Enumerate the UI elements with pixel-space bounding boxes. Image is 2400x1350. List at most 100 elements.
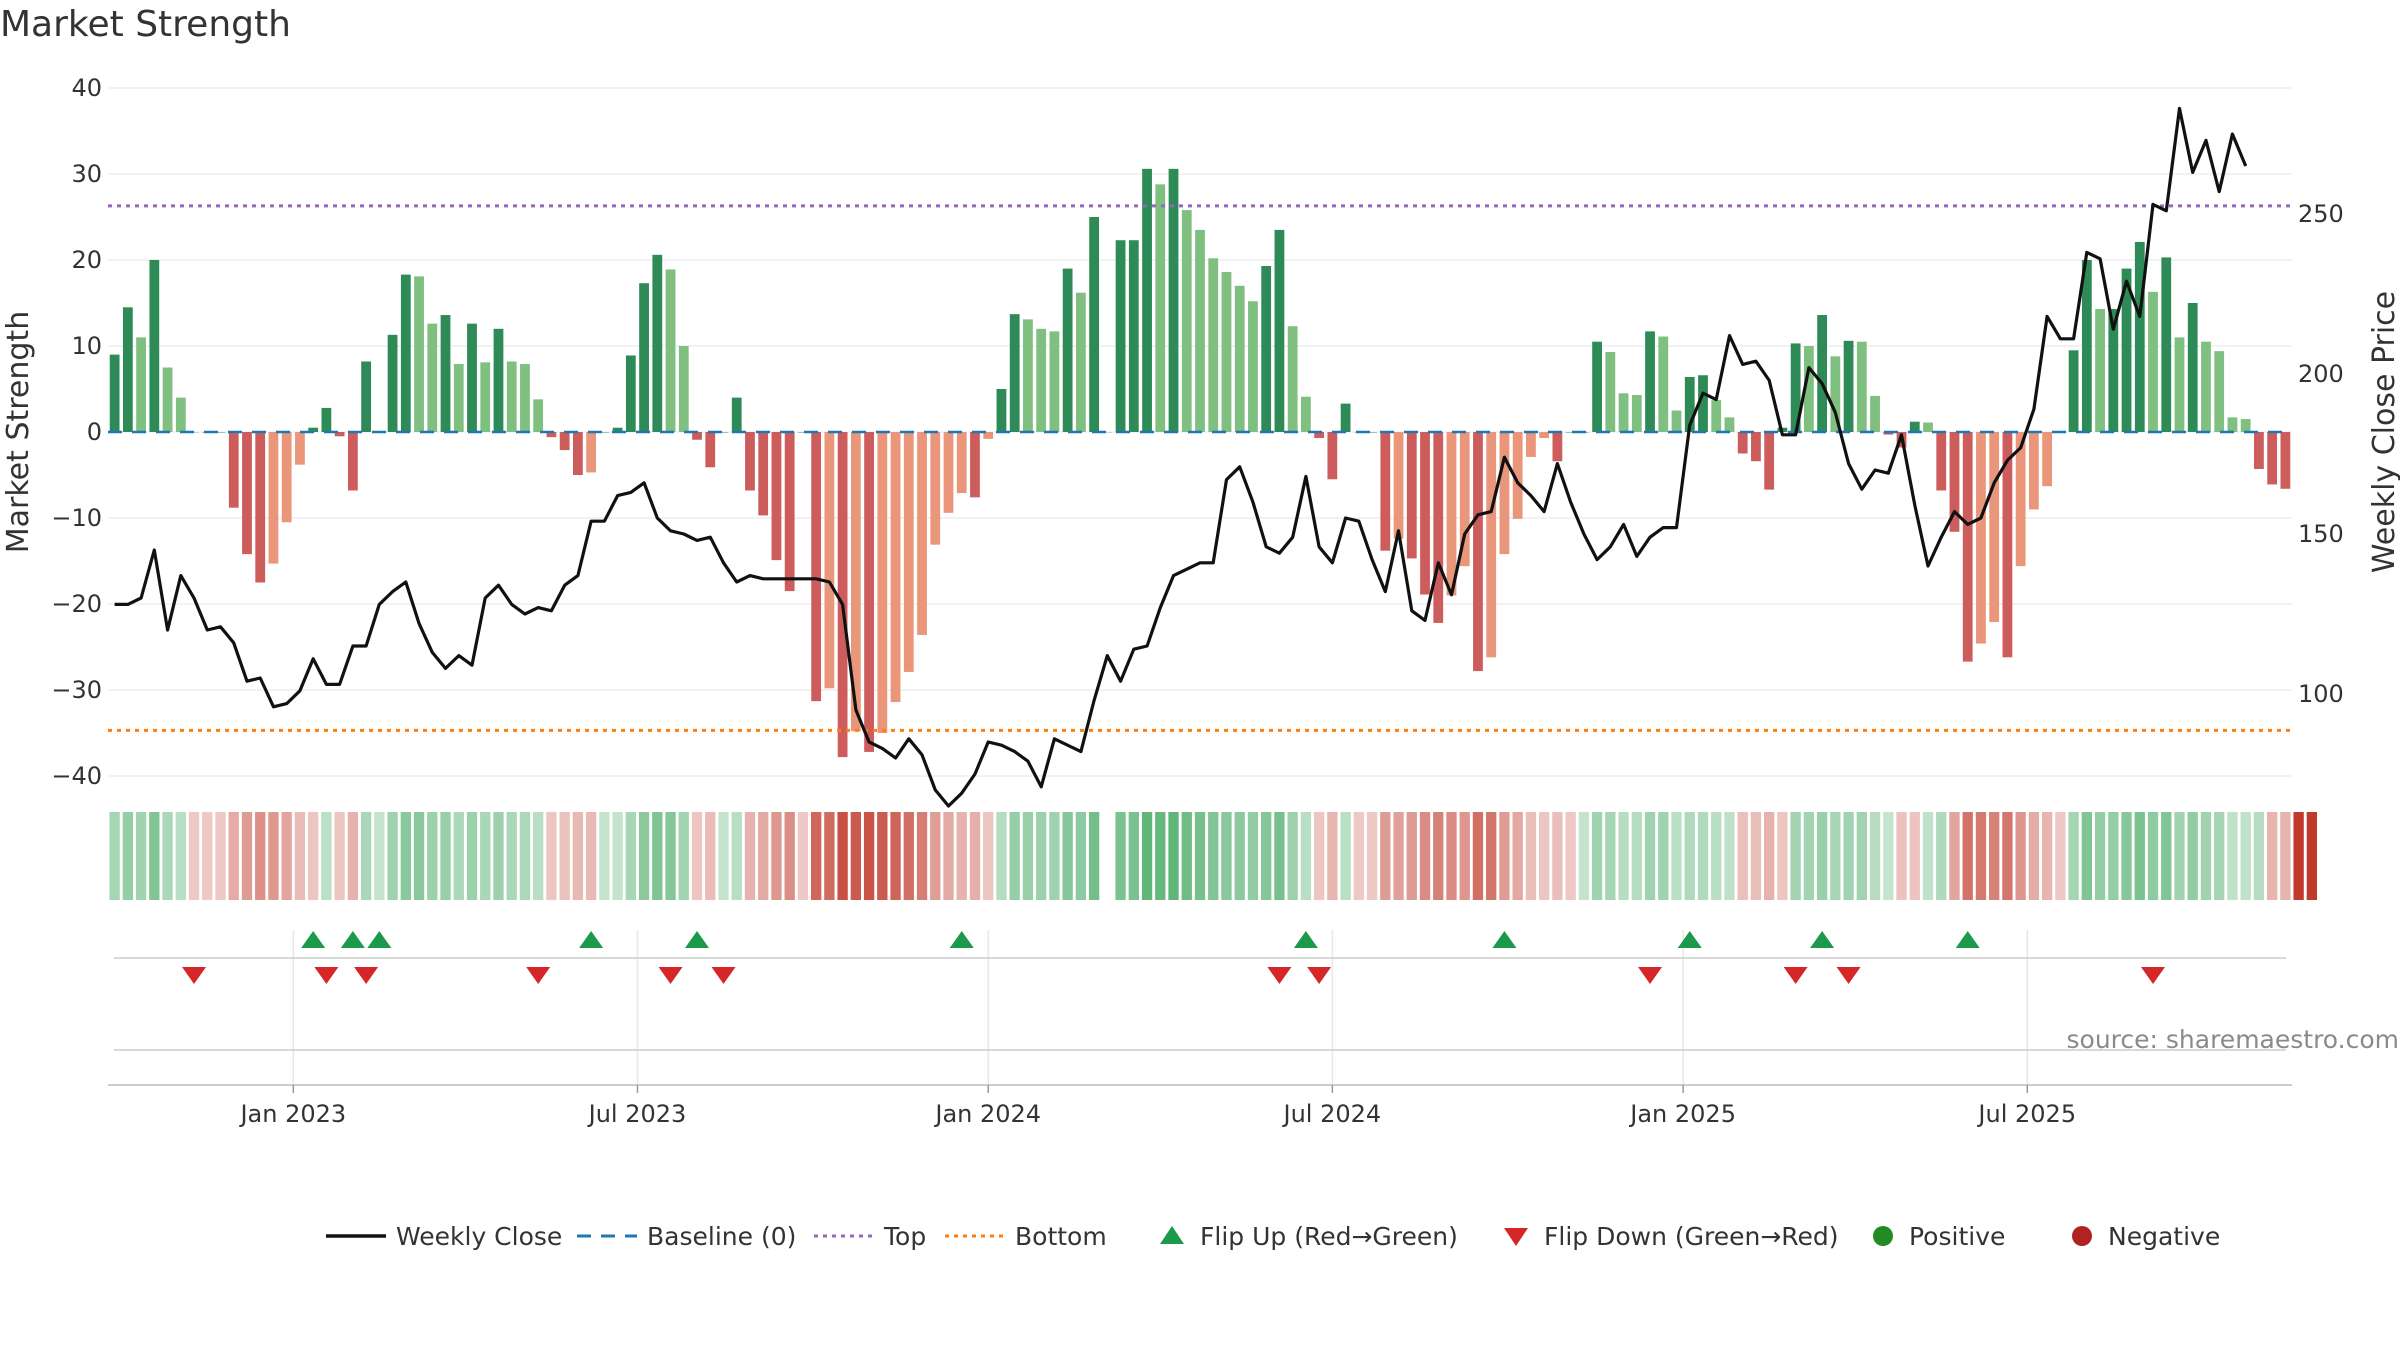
strength-bar [572, 432, 583, 475]
legend-label: Top [883, 1222, 926, 1251]
flip-up-marker [1955, 931, 1980, 948]
regime-band-cell [1737, 812, 1748, 900]
strength-bar [1036, 328, 1047, 432]
strength-bar [1287, 326, 1298, 432]
strength-bars [109, 168, 2291, 758]
regime-band-cell [2253, 812, 2265, 900]
regime-band-cell [1644, 812, 1656, 900]
regime-band-cell [903, 812, 914, 900]
regime-band-cell [1155, 812, 1166, 900]
strength-bar [2068, 350, 2079, 432]
strength-bar [1592, 341, 1602, 432]
y-axis-title: Market Strength [1, 311, 36, 553]
strength-bar [1671, 410, 1682, 432]
regime-band-cell [2214, 812, 2225, 900]
strength-bar [149, 260, 160, 432]
strength-bar [1009, 314, 1020, 432]
strength-bar [586, 432, 597, 473]
regime-band-cell [1221, 812, 1232, 900]
strength-bar [1393, 432, 1404, 539]
strength-bar [2187, 303, 2198, 432]
strength-bar [731, 397, 742, 432]
strength-bar [1208, 258, 1219, 432]
strength-bar [1102, 432, 1113, 433]
flip-up-marker [1810, 931, 1835, 948]
regime-band-cell [625, 812, 636, 900]
strength-bar [1486, 432, 1497, 658]
legend-item-flip-down: Flip Down (Green→Red) [1504, 1222, 1839, 1251]
flip-down-marker [2141, 967, 2166, 984]
strength-bar [1459, 432, 1470, 567]
strength-bar [930, 432, 941, 545]
regime-band-cell [678, 812, 689, 900]
strength-bar [1195, 229, 1205, 432]
legend-swatch [1504, 1228, 1528, 1246]
strength-bar [453, 364, 464, 432]
regime-band-cell [2280, 812, 2291, 900]
regime-band-cell [1419, 812, 1431, 900]
regime-band-cell [1247, 812, 1259, 900]
strength-bar [1605, 352, 1616, 432]
y2-tick-label: 150 [2298, 520, 2344, 548]
regime-band-cell [744, 812, 756, 900]
strength-bar [1406, 432, 1417, 559]
regime-band-cell [824, 812, 835, 900]
flip-down-marker [1307, 967, 1332, 984]
strength-bar [1499, 432, 1510, 555]
regime-band-cell [2015, 812, 2026, 900]
flip-down-marker [1783, 967, 1808, 984]
strength-bar [1870, 395, 1880, 432]
strength-bar [427, 323, 438, 432]
legend-swatch [1160, 1226, 1184, 1244]
strength-bar [652, 254, 663, 432]
regime-band-cell [1366, 812, 1378, 900]
strength-bar [387, 334, 398, 432]
strength-bar [1552, 432, 1563, 462]
regime-band-cell [533, 812, 544, 900]
strength-bar [1830, 356, 1841, 432]
strength-bar [1446, 432, 1457, 596]
strength-bar [1142, 168, 1152, 432]
regime-band [109, 812, 2318, 900]
strength-bar [506, 361, 517, 432]
regime-band-cell [228, 812, 239, 900]
strength-bar [175, 397, 186, 432]
regime-band-cell [1208, 812, 1219, 900]
y-tick-label: 10 [71, 332, 102, 360]
regime-band-cell [188, 812, 200, 900]
strength-bar [1221, 272, 1232, 432]
strength-bar [2028, 432, 2039, 510]
strength-bar [1089, 217, 1100, 432]
regime-band-cell [1803, 812, 1815, 900]
legend-swatch [1873, 1226, 1893, 1246]
regime-band-cell [1393, 812, 1404, 900]
strength-bar [850, 432, 861, 732]
regime-band-cell [1684, 812, 1695, 900]
regime-band-cell [1088, 812, 1100, 900]
strength-bar [1936, 432, 1947, 491]
y2-tick-label: 250 [2298, 200, 2344, 228]
strength-bar [983, 432, 994, 439]
legend-item-baseline: Baseline (0) [577, 1222, 796, 1251]
strength-bar [1883, 432, 1894, 435]
regime-band-cell [1949, 812, 1960, 900]
x-tick-label: Jan 2024 [933, 1100, 1041, 1128]
strength-bar [1843, 340, 1854, 432]
strength-bar [480, 362, 491, 432]
regime-band-cell [837, 812, 848, 900]
y-tick-label: −30 [51, 676, 102, 704]
strength-bar [2081, 260, 2092, 432]
regime-band-cell [877, 812, 888, 900]
strength-bar [1075, 292, 1086, 432]
strength-bar [440, 315, 451, 432]
legend-label: Bottom [1015, 1222, 1107, 1251]
flip-down-marker [711, 967, 736, 984]
regime-band-cell [1433, 812, 1444, 900]
legend-label: Flip Down (Green→Red) [1544, 1222, 1839, 1251]
regime-band-cell [2108, 812, 2119, 900]
strength-bar [400, 274, 411, 432]
regime-band-cell [1340, 812, 1351, 900]
legend-label: Positive [1909, 1222, 2005, 1251]
regime-band-cell [691, 812, 703, 900]
strength-bar [1380, 432, 1391, 551]
